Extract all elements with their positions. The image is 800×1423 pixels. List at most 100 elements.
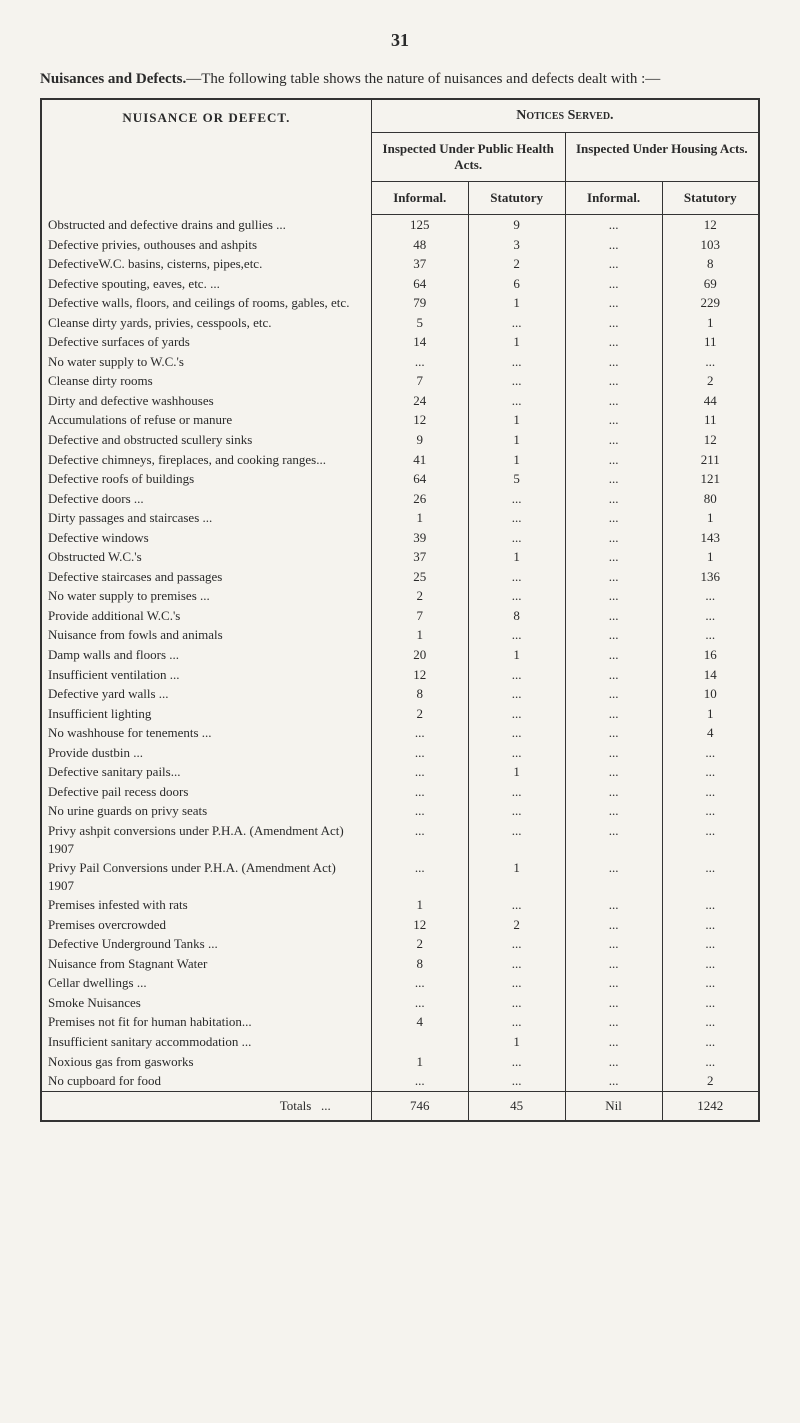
statutory-2-header: Statutory — [662, 182, 759, 215]
row-description: Premises overcrowded — [41, 915, 371, 935]
row-c3: ... — [565, 274, 662, 294]
row-c4: 69 — [662, 274, 759, 294]
row-c2: 1 — [468, 1032, 565, 1052]
row-c1: ... — [371, 762, 468, 782]
row-c1: ... — [371, 858, 468, 895]
row-c1: 2 — [371, 934, 468, 954]
row-c1: ... — [371, 973, 468, 993]
row-c4: ... — [662, 762, 759, 782]
row-description: Premises not fit for human habitation... — [41, 1012, 371, 1032]
row-c1: 25 — [371, 567, 468, 587]
totals-c2: 45 — [468, 1091, 565, 1121]
row-description: Dirty passages and staircases ... — [41, 508, 371, 528]
row-c2: ... — [468, 895, 565, 915]
row-c4: 12 — [662, 430, 759, 450]
table-row: No urine guards on privy seats..........… — [41, 801, 759, 821]
row-c3: ... — [565, 215, 662, 235]
table-row: Defective pail recess doors............ — [41, 782, 759, 802]
row-description: Cleanse dirty rooms — [41, 371, 371, 391]
row-c3: ... — [565, 762, 662, 782]
row-c4: ... — [662, 915, 759, 935]
row-c4: 2 — [662, 1071, 759, 1091]
row-c4: 1 — [662, 547, 759, 567]
row-c2: ... — [468, 704, 565, 724]
row-c2: 1 — [468, 450, 565, 470]
table-row: Defective and obstructed scullery sinks9… — [41, 430, 759, 450]
row-c2: ... — [468, 743, 565, 763]
row-c2: ... — [468, 371, 565, 391]
row-c4: ... — [662, 586, 759, 606]
row-c1: 12 — [371, 665, 468, 685]
row-c3: ... — [565, 801, 662, 821]
row-c2: 1 — [468, 293, 565, 313]
row-description: Defective doors ... — [41, 489, 371, 509]
row-c1: 7 — [371, 371, 468, 391]
row-description: Defective pail recess doors — [41, 782, 371, 802]
row-c2: ... — [468, 352, 565, 372]
row-c2: 1 — [468, 762, 565, 782]
row-c3: ... — [565, 684, 662, 704]
table-row: Premises infested with rats1......... — [41, 895, 759, 915]
row-description: Obstructed and defective drains and gull… — [41, 215, 371, 235]
row-c1: 64 — [371, 274, 468, 294]
totals-label: Totals ... — [41, 1091, 371, 1121]
table-row: No water supply to W.C.'s............ — [41, 352, 759, 372]
totals-row: Totals ... 746 45 Nil 1242 — [41, 1091, 759, 1121]
row-c2: ... — [468, 954, 565, 974]
row-c1: 2 — [371, 704, 468, 724]
table-row: Defective windows39......143 — [41, 528, 759, 548]
row-description: Insufficient sanitary accommodation ... — [41, 1032, 371, 1052]
row-description: No water supply to W.C.'s — [41, 352, 371, 372]
row-c4: 11 — [662, 332, 759, 352]
table-row: Premises not fit for human habitation...… — [41, 1012, 759, 1032]
row-c1: 8 — [371, 954, 468, 974]
row-c1: 20 — [371, 645, 468, 665]
table-row: Cleanse dirty yards, privies, cesspools,… — [41, 313, 759, 333]
row-c4: ... — [662, 1012, 759, 1032]
row-c1: ... — [371, 352, 468, 372]
row-c3: ... — [565, 508, 662, 528]
row-description: Cellar dwellings ... — [41, 973, 371, 993]
row-c2: 3 — [468, 235, 565, 255]
informal-2-header: Informal. — [565, 182, 662, 215]
row-c4: 143 — [662, 528, 759, 548]
table-row: Dirty and defective washhouses24......44 — [41, 391, 759, 411]
row-c3: ... — [565, 352, 662, 372]
row-c1: 5 — [371, 313, 468, 333]
table-row: Defective privies, outhouses and ashpits… — [41, 235, 759, 255]
row-description: Obstructed W.C.'s — [41, 547, 371, 567]
row-c4: 11 — [662, 410, 759, 430]
row-description: Insufficient lighting — [41, 704, 371, 724]
row-c1: 1 — [371, 508, 468, 528]
table-row: Insufficient ventilation ...12......14 — [41, 665, 759, 685]
row-c3: ... — [565, 723, 662, 743]
row-description: Defective roofs of buildings — [41, 469, 371, 489]
row-c4: 1 — [662, 508, 759, 528]
row-c4: 8 — [662, 254, 759, 274]
row-c1: ... — [371, 993, 468, 1013]
row-c4: ... — [662, 954, 759, 974]
row-c1: 8 — [371, 684, 468, 704]
row-c1: ... — [371, 743, 468, 763]
row-c3: ... — [565, 313, 662, 333]
row-c4: ... — [662, 743, 759, 763]
row-c2: ... — [468, 528, 565, 548]
row-description: No urine guards on privy seats — [41, 801, 371, 821]
row-description: Privy ashpit conversions under P.H.A. (A… — [41, 821, 371, 858]
row-c3: ... — [565, 704, 662, 724]
row-description: Premises infested with rats — [41, 895, 371, 915]
row-c2: ... — [468, 782, 565, 802]
row-description: Defective walls, floors, and ceilings of… — [41, 293, 371, 313]
row-c2: 9 — [468, 215, 565, 235]
totals-c1: 746 — [371, 1091, 468, 1121]
row-description: Accumulations of refuse or manure — [41, 410, 371, 430]
row-c1: 4 — [371, 1012, 468, 1032]
row-c2: 1 — [468, 645, 565, 665]
row-c2: 6 — [468, 274, 565, 294]
row-c3: ... — [565, 895, 662, 915]
table-row: Defective Underground Tanks ...2........… — [41, 934, 759, 954]
row-c4: 136 — [662, 567, 759, 587]
table-row: Defective walls, floors, and ceilings of… — [41, 293, 759, 313]
row-c3: ... — [565, 235, 662, 255]
row-c2: ... — [468, 567, 565, 587]
